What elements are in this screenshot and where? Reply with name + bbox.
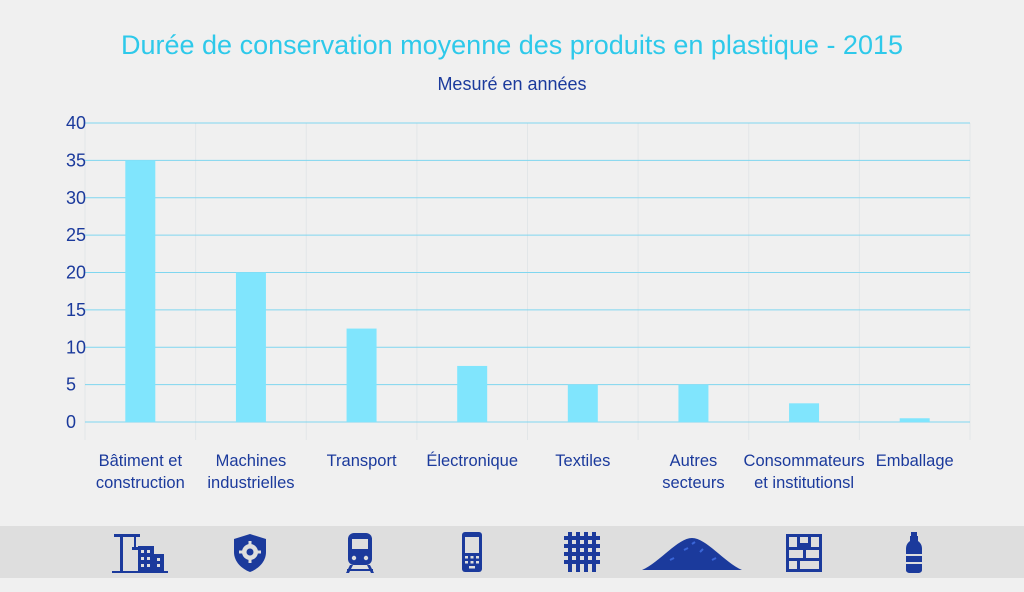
textile-weave-icon xyxy=(552,530,612,574)
x-tick-label: Consommateurs et institutionsl xyxy=(734,450,874,494)
bar-7 xyxy=(789,403,820,422)
x-tick-label-line: et institutionsl xyxy=(754,474,855,492)
x-tick-label-line: Transport xyxy=(326,452,397,470)
x-tick-label-line: industrielles xyxy=(207,474,295,492)
x-tick-label-line: Électronique xyxy=(426,452,519,470)
chart-subtitle: Mesuré en années xyxy=(437,74,587,94)
bar-3 xyxy=(346,328,377,422)
y-tick-label: 25 xyxy=(66,225,86,245)
y-tick-label: 40 xyxy=(66,113,86,133)
crane-building-icon xyxy=(110,530,170,574)
bar-2 xyxy=(235,272,266,422)
x-tick-label-line: Textiles xyxy=(555,452,611,470)
y-tick-label: 10 xyxy=(66,337,86,357)
y-tick-label: 30 xyxy=(66,188,86,208)
x-tick-label: Emballage xyxy=(845,450,985,472)
x-tick-label-line: Autres xyxy=(669,452,718,470)
granules-pile-icon xyxy=(640,530,744,574)
x-tick-label-line: Bâtiment et xyxy=(98,452,183,470)
x-tick-label: Électronique xyxy=(402,450,542,472)
household-furniture-icon xyxy=(774,530,834,574)
x-tick-label: Bâtiment et construction xyxy=(70,450,210,494)
x-tick-label: Textiles xyxy=(513,450,653,472)
y-tick-label: 5 xyxy=(66,375,76,395)
x-tick-label-line: Machines xyxy=(215,452,287,470)
y-tick-label: 15 xyxy=(66,300,86,320)
bar-8 xyxy=(899,418,930,422)
x-tick-label: Machines industrielles xyxy=(181,450,321,494)
x-tick-label-line: Emballage xyxy=(875,452,954,470)
chart-title: Durée de conservation moyenne des produi… xyxy=(121,30,903,60)
icon-strip xyxy=(0,526,1024,578)
train-icon xyxy=(330,530,390,574)
bar-chart: 0 5 10 15 20 25 30 35 40 xyxy=(66,113,971,440)
x-tick-label: Transport xyxy=(292,450,432,472)
bar-5 xyxy=(567,384,598,422)
y-tick-label: 20 xyxy=(66,263,86,283)
y-tick-label: 0 xyxy=(66,412,76,432)
x-tick-label-line: secteurs xyxy=(662,474,725,492)
gear-shield-icon xyxy=(220,530,280,574)
x-tick-label-line: construction xyxy=(95,474,185,492)
y-tick-label: 35 xyxy=(66,150,86,170)
mobile-phone-icon xyxy=(442,530,502,574)
bar-4 xyxy=(457,365,488,422)
bottle-icon xyxy=(884,530,944,574)
x-tick-label-line: Consommateurs xyxy=(743,452,865,470)
x-tick-label: Autres secteurs xyxy=(623,450,763,494)
bar-6 xyxy=(678,384,709,422)
bar-1 xyxy=(125,160,156,422)
